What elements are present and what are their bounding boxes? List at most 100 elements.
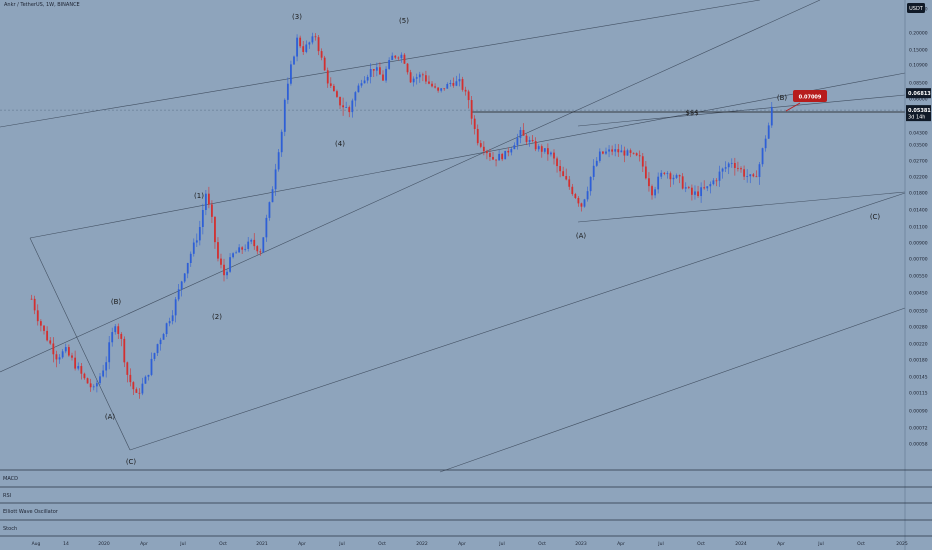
candle-body xyxy=(229,257,231,272)
candle-body xyxy=(265,217,268,238)
price-tick-label: 0.02700 xyxy=(909,159,928,165)
panel-label-2: Elliott Wave Oscillator xyxy=(3,509,59,515)
price-tick-label: 0.00058 xyxy=(909,442,928,448)
candle-body xyxy=(49,340,52,344)
candle-body xyxy=(77,366,80,369)
candle-body xyxy=(147,374,150,377)
time-tick-label: Apr xyxy=(777,541,785,547)
candle-body xyxy=(580,203,583,207)
candle-body xyxy=(305,44,308,52)
candle-body xyxy=(531,139,534,142)
time-axis[interactable]: Aug 14 2020 Apr Jul Oct 2021 Apr Jul Oct 2022 Apr Ju… xyxy=(32,541,908,547)
candle-body xyxy=(568,179,571,187)
candle-body xyxy=(360,83,363,86)
wave-label: (3) xyxy=(292,13,302,21)
price-tick-label: 0.00450 xyxy=(909,291,928,297)
candle-body xyxy=(369,69,372,77)
candle-body xyxy=(111,332,114,343)
candle-body xyxy=(534,141,537,150)
price-tick-label: 0.04300 xyxy=(909,131,928,137)
candle-body xyxy=(476,128,479,144)
target-badge xyxy=(793,90,827,102)
candle-body xyxy=(36,310,39,322)
candle-body xyxy=(363,80,366,84)
candle-body xyxy=(241,247,244,250)
candle-body xyxy=(611,149,614,152)
candle-body xyxy=(400,54,403,59)
candle-body xyxy=(605,151,607,154)
time-tick-label: Apr xyxy=(458,541,466,547)
candle-body xyxy=(648,178,650,187)
candle-body xyxy=(141,383,144,394)
candle-body xyxy=(501,153,504,160)
candle-body xyxy=(651,186,653,196)
candle-body xyxy=(226,271,228,276)
channel-line xyxy=(129,192,906,451)
candle-body xyxy=(629,150,632,153)
candle-body xyxy=(743,169,745,177)
candle-body xyxy=(617,149,620,153)
candle-body xyxy=(482,146,485,152)
candle-body xyxy=(135,389,138,393)
candle-body xyxy=(467,91,470,101)
price-tick-label: 0.00145 xyxy=(909,375,928,381)
candle-body xyxy=(308,42,311,45)
time-tick-label: 2025 xyxy=(896,541,908,547)
time-tick-label: 2021 xyxy=(256,541,268,547)
candle-body xyxy=(394,55,397,58)
price-tick-label: 0.00550 xyxy=(909,274,928,280)
candle-body xyxy=(608,149,610,152)
candle-body xyxy=(336,91,338,97)
candle-body xyxy=(638,155,641,157)
candle-body xyxy=(425,75,427,82)
candle-body xyxy=(299,37,302,47)
time-tick-label: 2020 xyxy=(98,541,110,547)
candle-body xyxy=(657,176,660,190)
candle-body xyxy=(428,81,430,84)
price-tick-label: 0.00700 xyxy=(909,257,928,263)
candle-body xyxy=(223,264,225,276)
candle-body xyxy=(232,253,234,258)
candle-body xyxy=(126,362,129,375)
candle-body xyxy=(201,209,204,228)
candle-body xyxy=(198,227,201,241)
time-tick-label: Jul xyxy=(657,541,663,547)
candle-body xyxy=(546,148,549,155)
candle-body xyxy=(296,37,298,57)
wave-label: (2) xyxy=(212,313,222,321)
candle-body xyxy=(123,338,126,363)
candle-body xyxy=(238,247,241,253)
candle-body xyxy=(250,239,253,242)
time-tick-label: Jul xyxy=(817,541,823,547)
candle-body xyxy=(678,175,681,177)
candle-body xyxy=(740,168,742,170)
time-tick-label: Oct xyxy=(219,541,227,547)
candle-body xyxy=(117,326,120,334)
price-tick-label: 0.00115 xyxy=(909,391,928,397)
candle-body xyxy=(345,107,348,108)
candle-body xyxy=(195,240,198,243)
candle-body xyxy=(99,376,101,384)
liquidity-label: $$$ xyxy=(685,109,698,117)
candle-body xyxy=(663,172,666,174)
candle-body xyxy=(43,325,45,331)
price-tick-label: 0.10900 xyxy=(909,63,928,69)
candle-body xyxy=(644,166,647,179)
time-tick-label: Jul xyxy=(179,541,185,547)
candle-body xyxy=(144,376,147,384)
candle-body xyxy=(256,246,259,252)
candle-body xyxy=(174,299,177,316)
candle-body xyxy=(283,99,286,132)
candle-body xyxy=(598,151,601,161)
candle-body xyxy=(320,51,323,58)
candle-body xyxy=(675,175,678,178)
candle-body xyxy=(180,281,183,290)
candle-body xyxy=(516,137,519,146)
time-tick-label: Oct xyxy=(697,541,705,547)
candle-body xyxy=(727,163,730,168)
candle-body xyxy=(244,248,247,250)
price-axis[interactable]: 0.280000.200000.150000.109000.085000.060… xyxy=(906,3,931,448)
candle-body xyxy=(623,150,626,156)
